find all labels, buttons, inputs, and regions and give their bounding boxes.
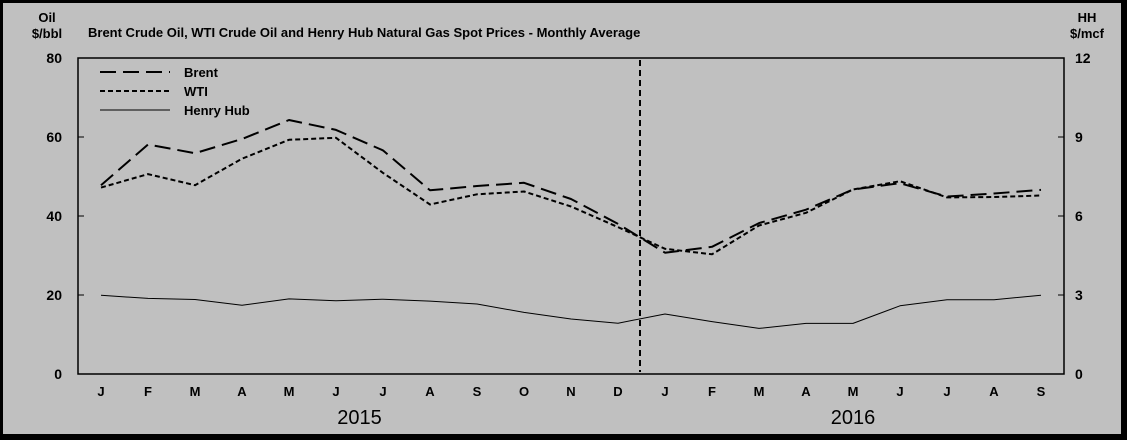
x-tick-label: O	[519, 384, 529, 399]
x-tick-label: S	[1037, 384, 1046, 399]
y-right-tick-label: 0	[1075, 366, 1083, 382]
y-left-tick-label: 20	[46, 287, 62, 303]
chart-panel	[3, 3, 1121, 434]
x-tick-label: J	[97, 384, 104, 399]
x-tick-label: S	[473, 384, 482, 399]
x-tick-label: A	[237, 384, 247, 399]
y-right-tick-label: 12	[1075, 50, 1091, 66]
x-tick-label: D	[613, 384, 622, 399]
x-tick-label: A	[425, 384, 435, 399]
x-tick-label: N	[566, 384, 575, 399]
y-right-axis: 0 3 6 9 12	[1058, 50, 1091, 382]
y-right-tick-label: 3	[1075, 287, 1083, 303]
x-tick-label: J	[661, 384, 668, 399]
y-left-tick-label: 0	[54, 366, 62, 382]
y-right-label-line1: HH	[1078, 10, 1097, 25]
x-tick-label: J	[379, 384, 386, 399]
legend-label: Henry Hub	[184, 103, 250, 118]
x-tick-label: A	[801, 384, 811, 399]
y-left-label-line1: Oil	[38, 10, 55, 25]
x-tick-label: F	[144, 384, 152, 399]
year-labels: 2015 2016	[337, 407, 875, 429]
x-tick-label: M	[190, 384, 201, 399]
x-tick-label: F	[708, 384, 716, 399]
x-tick-label: M	[754, 384, 765, 399]
y-right-tick-label: 9	[1075, 129, 1083, 145]
legend: Brent WTI Henry Hub	[100, 65, 250, 118]
chart-title: Brent Crude Oil, WTI Crude Oil and Henry…	[88, 25, 640, 40]
y-left-tick-label: 40	[46, 208, 62, 224]
y-left-tick-label: 80	[46, 50, 62, 66]
x-tick-label: M	[848, 384, 859, 399]
x-tick-label: J	[332, 384, 339, 399]
x-tick-label: J	[896, 384, 903, 399]
x-tick-label: J	[943, 384, 950, 399]
series-line-wti	[100, 136, 1042, 256]
series-line-brent	[100, 119, 1042, 254]
x-tick-label: A	[989, 384, 999, 399]
legend-label: Brent	[184, 65, 219, 80]
y-right-label-line2: $/mcf	[1070, 26, 1105, 41]
y-left-label-line2: $/bbl	[32, 26, 62, 41]
year-label: 2015	[337, 407, 382, 429]
series-line-henry-hub	[100, 294, 1042, 329]
y-left-axis: 0 20 40 60 80	[46, 50, 84, 382]
year-label: 2016	[831, 407, 876, 429]
y-right-tick-label: 6	[1075, 208, 1083, 224]
x-tick-label: M	[284, 384, 295, 399]
series-lines	[100, 119, 1042, 329]
legend-label: WTI	[184, 84, 208, 99]
y-left-tick-label: 60	[46, 129, 62, 145]
